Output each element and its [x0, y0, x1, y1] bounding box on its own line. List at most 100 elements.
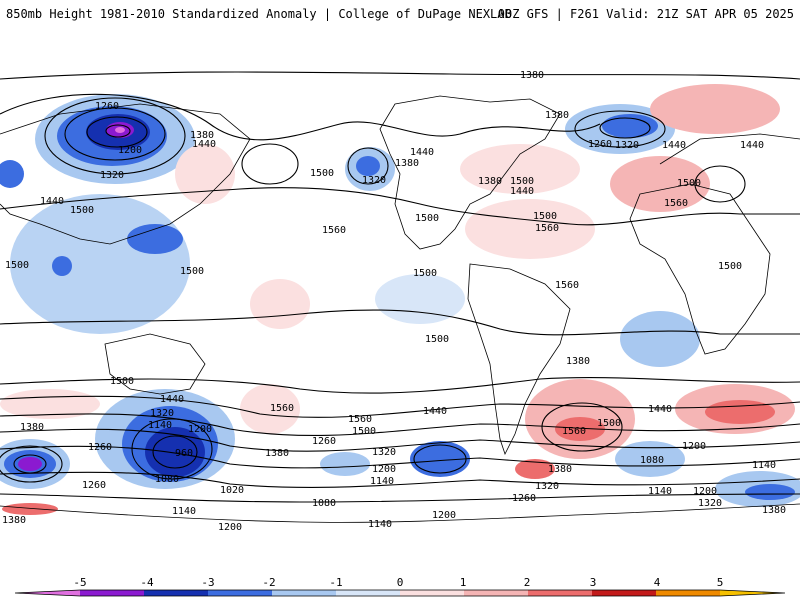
- colorbar-segment: [144, 590, 209, 596]
- contour-line: [64, 107, 166, 161]
- negative-anomaly-area: [18, 457, 42, 471]
- contour-label: 1560: [562, 426, 586, 437]
- colorbar-tick-label: -3: [201, 576, 214, 589]
- contour-label: 1500: [425, 334, 449, 345]
- model-valid-time: 00Z GFS | F261 Valid: 21Z SAT APR 05 202…: [497, 7, 794, 21]
- contour-label: 1500: [352, 426, 376, 437]
- contour-line: [0, 428, 800, 452]
- contour-label: 1260: [88, 442, 112, 453]
- positive-anomaly-area: [2, 503, 58, 515]
- contour-label: 1260: [95, 101, 119, 112]
- contour-line: [541, 402, 623, 452]
- contour-label: 1320: [150, 408, 174, 419]
- contour-label: 1440: [423, 406, 447, 417]
- contour-label: 1140: [148, 420, 172, 431]
- contour-label: 1080: [155, 474, 179, 485]
- contour-label: 1200: [372, 464, 396, 475]
- contour-label: 1440: [662, 140, 686, 151]
- negative-anomaly-area: [0, 160, 24, 188]
- anomaly-map: 1380 1260 1380 1440 1200 1320 1380 1440 …: [0, 70, 800, 532]
- colorbar-segment: [656, 590, 721, 596]
- eurasia-outline: [0, 103, 800, 245]
- contour-label: 1380: [190, 130, 214, 141]
- contour-label: 1560: [322, 225, 346, 236]
- negative-anomaly-area: [115, 127, 125, 133]
- contour-label: 1200: [218, 522, 242, 532]
- colorbar-segment: [464, 590, 529, 596]
- contour-line: [694, 165, 746, 203]
- colorbar-tick-label: 2: [524, 576, 531, 589]
- contour-label: 1500: [310, 168, 334, 179]
- colorbar-tick-label: -1: [329, 576, 342, 589]
- contour-label: 1320: [535, 481, 559, 492]
- contour-label: 1500: [415, 213, 439, 224]
- contour-line: [0, 187, 800, 226]
- contour-label: 1320: [362, 175, 386, 186]
- contour-label: 1260: [82, 480, 106, 491]
- negative-anomaly-area: [52, 256, 72, 276]
- colorbar-tick-label: -4: [140, 576, 154, 589]
- colorbar-tick-label: 3: [590, 576, 597, 589]
- positive-anomaly-area: [465, 199, 595, 259]
- negative-anomaly-area: [410, 441, 470, 477]
- contour-line: [0, 309, 800, 336]
- colorbar-segment: [15, 590, 80, 596]
- colorbar-segment: [336, 590, 401, 596]
- negative-anomaly-area: [615, 441, 685, 477]
- contour-line: [574, 110, 666, 148]
- colorbar-segment: [272, 590, 337, 596]
- positive-anomaly-area: [250, 279, 310, 329]
- positive-anomaly-area: [705, 400, 775, 424]
- contour-label: 1020: [220, 485, 244, 496]
- south-america-outline: [467, 263, 571, 456]
- contour-label: 1200: [432, 510, 456, 521]
- contour-label: 1500: [510, 176, 534, 187]
- contour-line: [0, 471, 800, 488]
- colorbar-tick-label: -5: [73, 576, 86, 589]
- contour-label: 1560: [348, 414, 372, 425]
- contour-line: [0, 71, 800, 80]
- contour-label: 1260: [512, 493, 536, 504]
- contour-label: 960: [175, 448, 193, 459]
- contour-label: 1200: [693, 486, 717, 497]
- contour-labels: 1380 1260 1380 1440 1200 1320 1380 1440 …: [2, 70, 786, 532]
- colorbar-ticks: -5 -4 -3 -2 -1 0 1 2 3 4 5: [73, 576, 723, 589]
- colorbar-tick-label: 0: [397, 576, 404, 589]
- contour-label: 1320: [615, 140, 639, 151]
- contour-label: 1380: [395, 158, 419, 169]
- negative-anomaly-area: [375, 274, 465, 324]
- anomaly-shading: [0, 84, 800, 515]
- contour-label: 1380: [548, 464, 572, 475]
- contour-line: [413, 444, 467, 474]
- contour-label: 1260: [588, 139, 612, 150]
- contour-line: [131, 418, 213, 480]
- negative-anomaly-area: [127, 224, 183, 254]
- contour-label: 1440: [192, 139, 216, 150]
- contour-label: 1560: [535, 223, 559, 234]
- colorbar-tick-label: 5: [717, 576, 724, 589]
- contour-label: 1440: [740, 140, 764, 151]
- contour-label: 1500: [70, 205, 94, 216]
- contour-label: 1200: [118, 145, 142, 156]
- contour-label: 1500: [110, 376, 134, 387]
- colorbar: -5 -4 -3 -2 -1 0 1 2 3 4 5: [14, 576, 786, 597]
- contour-label: 1500: [180, 266, 204, 277]
- contour-label: 1440: [648, 404, 672, 415]
- positive-anomaly-area: [460, 144, 580, 194]
- colorbar-segment: [720, 590, 785, 596]
- contour-label: 1500: [597, 418, 621, 429]
- colorbar-tick-label: 1: [460, 576, 467, 589]
- contour-label: 1380: [520, 70, 544, 81]
- negative-anomaly-area: [620, 311, 700, 367]
- contour-line: [0, 493, 800, 503]
- colorbar-segment: [208, 590, 273, 596]
- contour-line: [0, 445, 800, 469]
- contour-label: 1560: [555, 280, 579, 291]
- contour-line: [13, 454, 47, 474]
- positive-anomaly-area: [610, 156, 710, 212]
- contour-label: 1440: [410, 147, 434, 158]
- negative-anomaly-area: [356, 156, 380, 176]
- contour-label: 1260: [312, 436, 336, 447]
- contour-label: 1380: [265, 448, 289, 459]
- map-title: 850mb Height 1981-2010 Standardized Anom…: [6, 7, 512, 21]
